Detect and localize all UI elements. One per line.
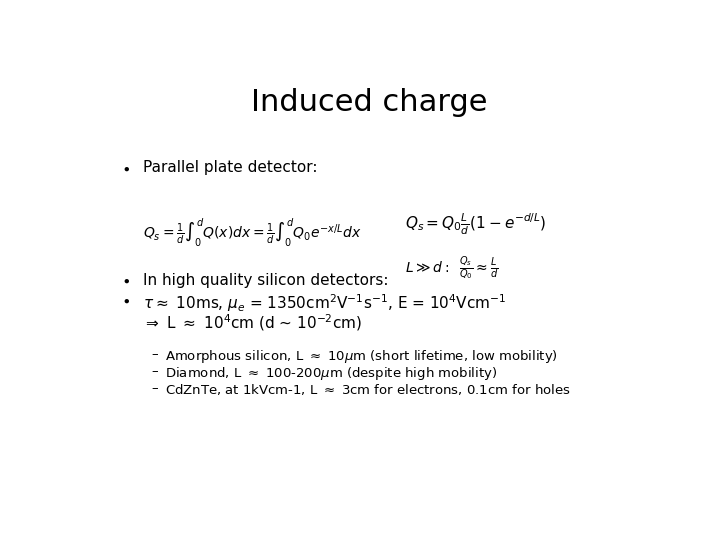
Text: Amorphous silicon, L $\approx$ 10$\mu$m (short lifetime, low mobility): Amorphous silicon, L $\approx$ 10$\mu$m …	[166, 348, 558, 364]
Text: $\tau \approx$ 10ms, $\mu_e$ = 1350cm$^2$V$^{-1}$s$^{-1}$, E = 10$^4$Vcm$^{-1}$: $\tau \approx$ 10ms, $\mu_e$ = 1350cm$^2…	[143, 293, 506, 314]
Text: $\Rightarrow$ L $\approx$ 10$^4$cm (d ~ 10$^{-2}$cm): $\Rightarrow$ L $\approx$ 10$^4$cm (d ~ …	[143, 312, 362, 333]
Text: –: –	[151, 348, 158, 361]
Text: Diamond, L $\approx$ 100-200$\mu$m (despite high mobility): Diamond, L $\approx$ 100-200$\mu$m (desp…	[166, 365, 498, 382]
Text: $Q_s = \frac{1}{d}\int_0^d Q(x)dx = \frac{1}{d}\int_0^d Q_0 e^{-x/L}dx$: $Q_s = \frac{1}{d}\int_0^d Q(x)dx = \fra…	[143, 217, 361, 249]
Text: $L \gg d:\;\; \frac{Q_s}{Q_0} \approx \frac{L}{d}$: $L \gg d:\;\; \frac{Q_s}{Q_0} \approx \f…	[405, 254, 498, 282]
Text: $\bullet$: $\bullet$	[121, 293, 130, 308]
Text: –: –	[151, 365, 158, 378]
Text: –: –	[151, 382, 158, 395]
Text: $Q_s = Q_0 \frac{L}{d}\left(1 - e^{-d/L}\right)$: $Q_s = Q_0 \frac{L}{d}\left(1 - e^{-d/L}…	[405, 211, 546, 237]
Text: $\bullet$: $\bullet$	[121, 273, 130, 288]
Text: Induced charge: Induced charge	[251, 87, 487, 117]
Text: CdZnTe, at 1kVcm-1, L $\approx$ 3cm for electrons, 0.1cm for holes: CdZnTe, at 1kVcm-1, L $\approx$ 3cm for …	[166, 382, 571, 397]
Text: In high quality silicon detectors:: In high quality silicon detectors:	[143, 273, 389, 288]
Text: Parallel plate detector:: Parallel plate detector:	[143, 160, 318, 176]
Text: $\bullet$: $\bullet$	[121, 160, 130, 176]
